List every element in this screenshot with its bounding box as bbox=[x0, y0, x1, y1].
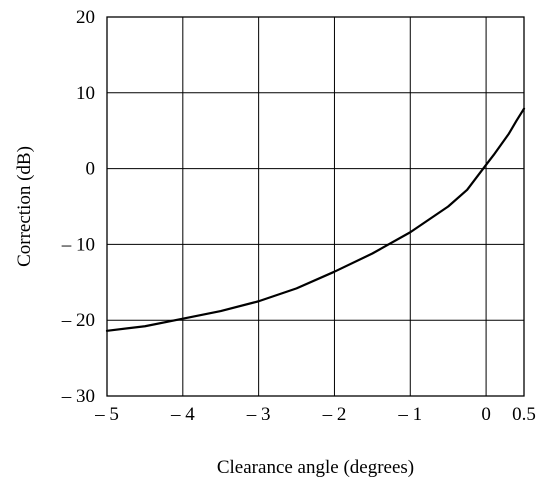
y-axis-title: Correction (dB) bbox=[14, 146, 35, 267]
y-tick-label-5: – 30 bbox=[61, 386, 95, 407]
series-line-0 bbox=[105, 107, 526, 332]
series-group bbox=[105, 107, 526, 332]
grid bbox=[107, 17, 524, 396]
x-tick-label-1: – 4 bbox=[170, 404, 195, 425]
x-axis-title: Clearance angle (degrees) bbox=[217, 457, 414, 478]
y-tick-label-2: 0 bbox=[86, 159, 96, 180]
plot-frame bbox=[106, 16, 525, 397]
y-tick-label-0: 20 bbox=[76, 7, 95, 28]
x-tick-label-5: 0 bbox=[481, 404, 491, 425]
y-tick-label-4: – 20 bbox=[61, 310, 95, 331]
x-tick-label-4: – 1 bbox=[397, 404, 422, 425]
x-tick-label-6: 0.5 bbox=[512, 404, 536, 425]
x-tick-label-2: – 3 bbox=[246, 404, 271, 425]
y-tick-label-1: 10 bbox=[76, 83, 95, 104]
x-tick-label-0: – 5 bbox=[94, 404, 119, 425]
y-tick-label-3: – 10 bbox=[61, 234, 95, 255]
x-tick-label-3: – 2 bbox=[322, 404, 347, 425]
